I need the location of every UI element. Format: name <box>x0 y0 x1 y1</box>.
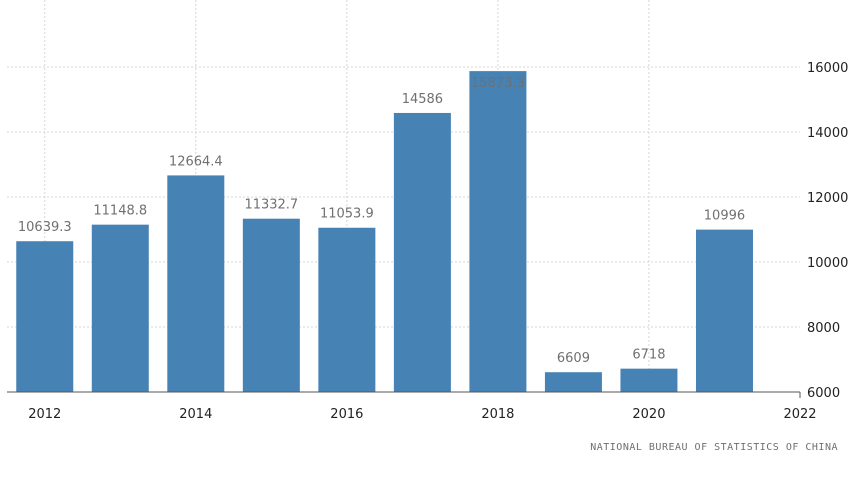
bar <box>393 112 451 392</box>
y-tick-label: 8000 <box>807 321 840 336</box>
data-label: 11053.9 <box>320 207 374 222</box>
data-label: 12664.4 <box>169 154 223 169</box>
y-tick-label: 10000 <box>807 256 848 271</box>
bar <box>469 71 527 393</box>
x-axis: 2012 2014 2016 2018 2020 2022 <box>7 391 817 422</box>
x-tick-label: 2018 <box>481 407 514 422</box>
bar <box>695 229 753 392</box>
data-label: 11332.7 <box>244 198 298 213</box>
data-label: 10996 <box>704 209 745 224</box>
x-tick-label: 2012 <box>28 407 61 422</box>
x-tick-label: 2022 <box>783 407 816 422</box>
data-label: 15873.3 <box>471 76 525 91</box>
y-tick-label: 14000 <box>807 126 848 141</box>
x-tick-label: 2020 <box>632 407 665 422</box>
bars <box>16 71 753 393</box>
y-tick-label: 16000 <box>807 61 848 76</box>
y-tick-label: 6000 <box>807 386 840 401</box>
y-tick-label: 12000 <box>807 191 848 206</box>
data-label: 11148.8 <box>93 204 147 219</box>
data-label: 6609 <box>557 351 590 366</box>
data-label: 6718 <box>632 348 665 363</box>
bar <box>318 227 376 392</box>
data-labels: 10639.3 11148.8 12664.4 11332.7 11053.9 14586… <box>18 76 745 366</box>
source-note: NATIONAL BUREAU OF STATISTICS OF CHINA <box>590 442 838 453</box>
x-tick-label: 2014 <box>179 407 212 422</box>
bar <box>16 241 74 392</box>
x-tick-label: 2016 <box>330 407 363 422</box>
bar <box>242 218 300 392</box>
bar <box>91 224 149 392</box>
bar <box>620 368 678 392</box>
bar <box>544 372 602 392</box>
data-label: 14586 <box>402 92 443 107</box>
data-label: 10639.3 <box>18 220 72 235</box>
y-axis: 6000 8000 10000 12000 14000 16000 <box>807 61 848 401</box>
bar <box>167 175 225 392</box>
